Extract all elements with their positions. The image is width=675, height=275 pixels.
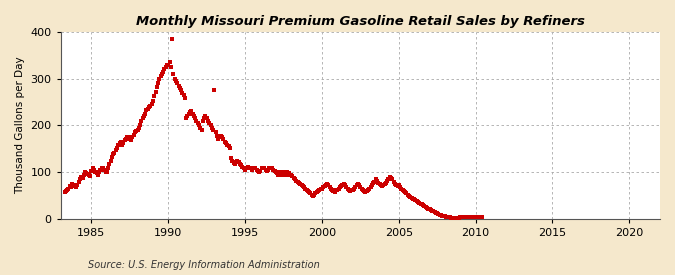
Text: Source: U.S. Energy Information Administration: Source: U.S. Energy Information Administ… bbox=[88, 260, 319, 270]
Title: Monthly Missouri Premium Gasoline Retail Sales by Refiners: Monthly Missouri Premium Gasoline Retail… bbox=[136, 15, 585, 28]
Y-axis label: Thousand Gallons per Day: Thousand Gallons per Day bbox=[15, 57, 25, 194]
